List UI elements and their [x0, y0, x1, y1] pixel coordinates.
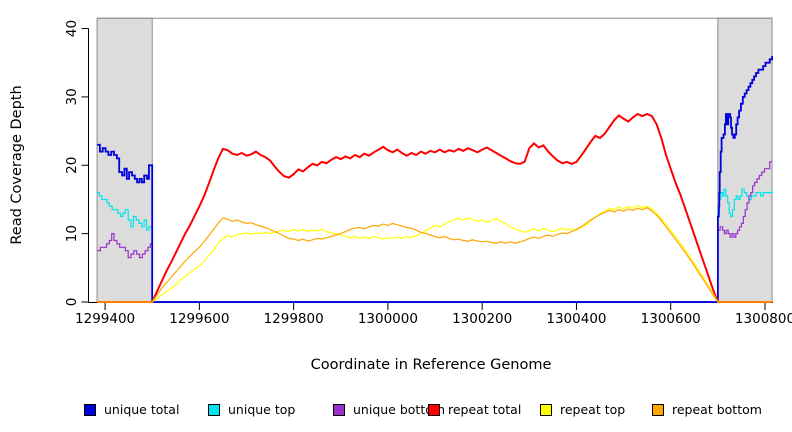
x-tick-label: 1300600: [641, 311, 701, 327]
legend-swatch-repeat-total: [428, 403, 440, 416]
x-axis-title: Coordinate in Reference Genome: [311, 357, 552, 373]
coverage-plot: 1299400 1299600 1299800 1300000 1300200 13004…: [9, 17, 792, 373]
legend-label-repeat-bottom: repeat bottom: [672, 402, 762, 417]
legend-item-repeat-total: repeat total: [428, 402, 521, 417]
y-tick-label: 10: [64, 225, 80, 242]
plot-legend: unique total unique top unique bottom re…: [0, 402, 792, 424]
legend-item-unique-bottom: unique bottom: [333, 402, 445, 417]
legend-swatch-repeat-top: [540, 403, 552, 416]
series-unique-bottom: [97, 161, 773, 303]
masked-region: [717, 17, 773, 303]
x-tick-label: 1299800: [264, 311, 324, 327]
series-repeat-total: [97, 112, 773, 303]
series-repeat-bottom: [97, 207, 773, 303]
legend-item-repeat-bottom: repeat bottom: [652, 402, 762, 417]
y-tick-label: 30: [64, 88, 80, 105]
y-tick-label: 20: [64, 157, 80, 174]
y-tick-label: 40: [64, 20, 80, 37]
series-unique-top: [97, 188, 773, 303]
legend-swatch-unique-bottom: [333, 403, 345, 416]
series-repeat-top: [97, 204, 773, 303]
x-tick-label: 1299400: [75, 311, 135, 327]
legend-swatch-repeat-bottom: [652, 403, 664, 416]
y-axis-title: Read Coverage Depth: [9, 85, 25, 244]
legend-label-repeat-top: repeat top: [560, 402, 626, 417]
legend-swatch-unique-top: [208, 403, 220, 416]
masked-region: [96, 17, 153, 303]
legend-item-unique-top: unique top: [208, 402, 295, 417]
x-tick-label: 1299600: [169, 311, 229, 327]
series-unique-total: [97, 55, 773, 303]
legend-item-repeat-top: repeat top: [540, 402, 625, 417]
legend-label-unique-top: unique top: [228, 402, 296, 417]
x-tick-label: 1300000: [358, 311, 418, 327]
x-tick-label: 1300800: [735, 311, 792, 327]
legend-label-unique-total: unique total: [104, 402, 180, 417]
y-tick-label: 0: [64, 298, 80, 307]
x-tick-label: 1300400: [546, 311, 606, 327]
legend-swatch-unique-total: [84, 403, 96, 416]
legend-item-unique-total: unique total: [84, 402, 179, 417]
legend-label-repeat-total: repeat total: [448, 402, 522, 417]
legend-label-unique-bottom: unique bottom: [353, 402, 446, 417]
x-tick-label: 1300200: [452, 311, 512, 327]
